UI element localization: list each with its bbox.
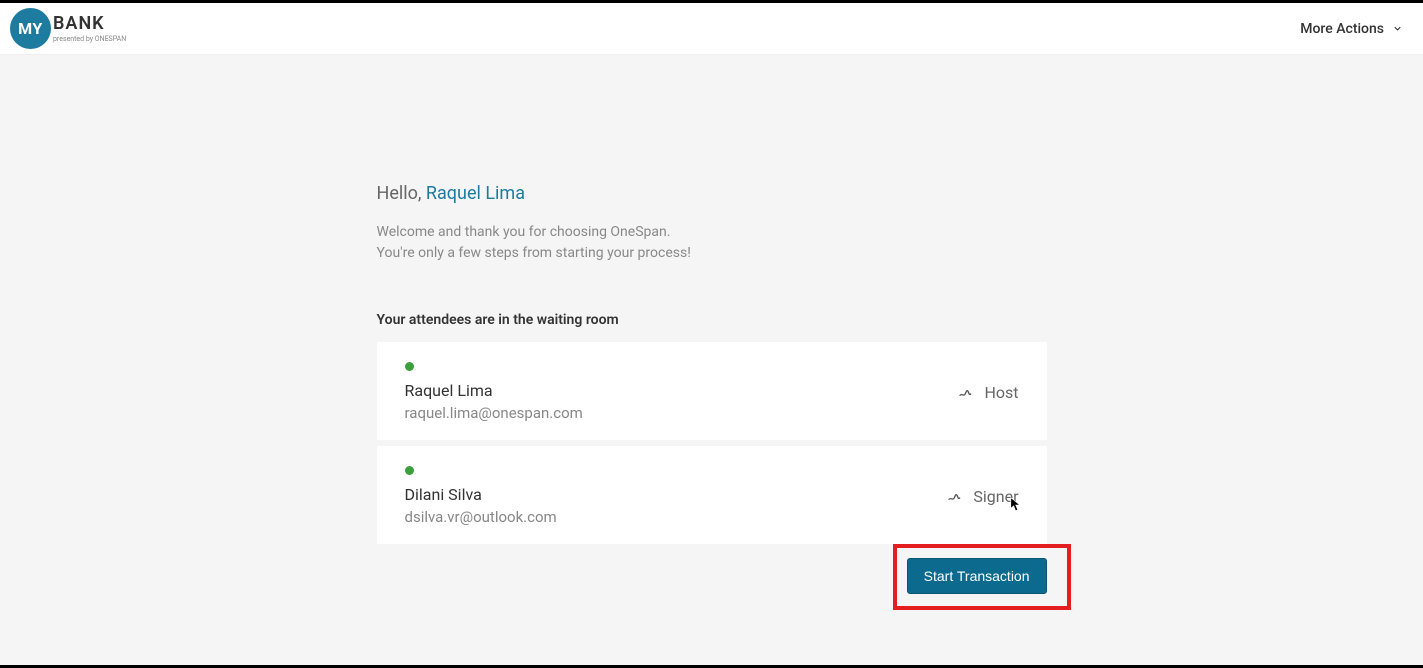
attendee-email: raquel.lima@onespan.com: [405, 404, 583, 422]
attendee-info: Raquel Lima raquel.lima@onespan.com: [405, 362, 583, 422]
waiting-room-title: Your attendees are in the waiting room: [377, 312, 1047, 328]
start-transaction-button[interactable]: Start Transaction: [907, 558, 1047, 594]
status-dot-online: [405, 466, 414, 475]
logo-text-wrap: BANK presented by ONESPAN: [53, 15, 126, 43]
logo-subtitle: presented by ONESPAN: [53, 35, 126, 43]
header: MY BANK presented by ONESPAN More Action…: [0, 3, 1423, 55]
greeting-prefix: Hello,: [377, 183, 426, 204]
welcome-line-2: You're only a few steps from starting yo…: [377, 243, 1047, 264]
attendee-info: Dilani Silva dsilva.vr@outlook.com: [405, 466, 557, 526]
more-actions-dropdown[interactable]: More Actions: [1300, 21, 1403, 37]
more-actions-label: More Actions: [1300, 21, 1384, 37]
attendee-email: dsilva.vr@outlook.com: [405, 508, 557, 526]
attendee-name: Raquel Lima: [405, 381, 583, 400]
attendee-role: Host: [984, 383, 1018, 402]
logo[interactable]: MY BANK presented by ONESPAN: [10, 8, 126, 49]
signature-icon: [958, 384, 974, 400]
logo-bank-text: BANK: [53, 15, 126, 33]
logo-circle: MY: [10, 8, 51, 49]
chevron-down-icon: [1392, 23, 1403, 34]
signature-icon: [947, 488, 963, 504]
attendee-card: Raquel Lima raquel.lima@onespan.com Host: [377, 342, 1047, 440]
welcome-line-1: Welcome and thank you for choosing OneSp…: [377, 222, 1047, 243]
attendee-role: Signer: [973, 487, 1018, 506]
attendee-role-wrap: Host: [958, 383, 1018, 402]
greeting-name: Raquel Lima: [426, 183, 525, 204]
welcome-text: Welcome and thank you for choosing OneSp…: [377, 222, 1047, 264]
status-dot-online: [405, 362, 414, 371]
button-row: Start Transaction: [377, 558, 1047, 594]
attendee-name: Dilani Silva: [405, 485, 557, 504]
attendee-card: Dilani Silva dsilva.vr@outlook.com Signe…: [377, 446, 1047, 544]
attendee-role-wrap: Signer: [947, 487, 1018, 506]
greeting: Hello, Raquel Lima: [377, 183, 1047, 204]
main-content: Hello, Raquel Lima Welcome and thank you…: [377, 55, 1047, 594]
